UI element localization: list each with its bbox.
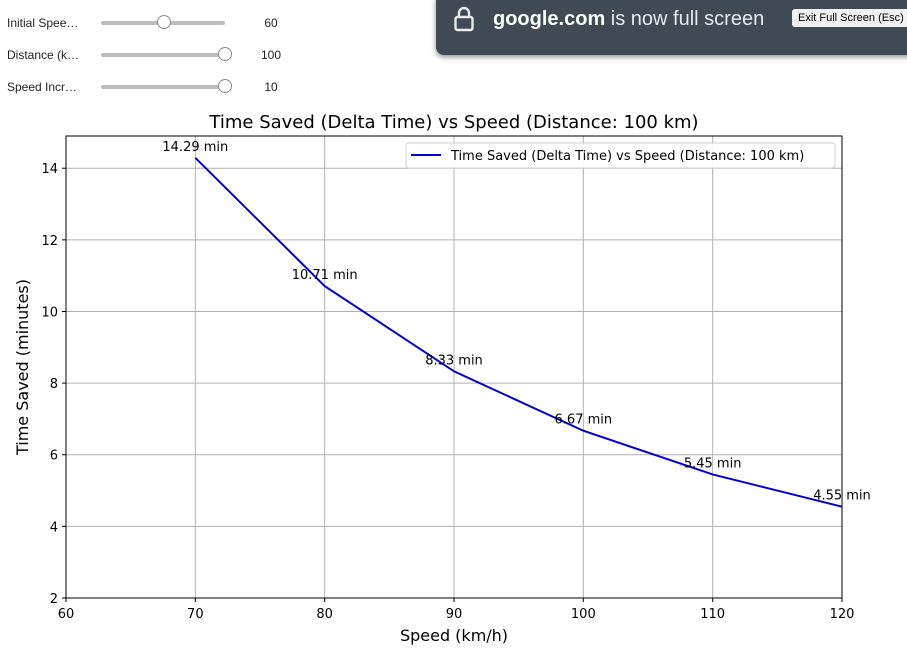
y-tick-label: 6	[50, 449, 58, 464]
initial-speed-value: 60	[264, 16, 278, 30]
fullscreen-domain: google.com	[493, 8, 606, 30]
y-tick-label: 14	[41, 162, 58, 177]
distance-slider-row: Distance (k… 100	[0, 43, 300, 67]
fullscreen-message-text: is now full screen	[605, 8, 765, 30]
data-point-label: 5.45 min	[684, 456, 742, 471]
exit-fullscreen-button[interactable]: Exit Full Screen (Esc)	[792, 9, 907, 27]
legend-label: Time Saved (Delta Time) vs Speed (Distan…	[450, 149, 804, 164]
y-tick-label: 10	[41, 305, 58, 320]
x-tick-label: 110	[700, 607, 725, 622]
x-tick-label: 60	[58, 607, 75, 622]
x-tick-label: 90	[446, 607, 463, 622]
plot-area-frame	[65, 135, 843, 599]
speed-increment-slider-row: Speed Incr… 10	[0, 75, 300, 99]
x-tick-label: 120	[830, 607, 855, 622]
data-point-label: 8.33 min	[425, 353, 483, 368]
distance-slider-thumb[interactable]	[218, 47, 232, 61]
y-tick-label: 2	[50, 592, 58, 607]
chart-title: Time Saved (Delta Time) vs Speed (Distan…	[208, 112, 698, 133]
series-layer: 14.29 min 10.71 min 8.33 min 6.67 min 5.45 m…	[162, 140, 871, 508]
y-tick-label: 4	[50, 520, 58, 535]
data-point-label: 14.29 min	[162, 140, 228, 155]
speed-increment-value: 10	[264, 80, 278, 94]
x-tick-label: 100	[571, 607, 596, 622]
speed-increment-label: Speed Incr…	[7, 80, 78, 94]
y-tick-label: 12	[41, 234, 58, 249]
speed-increment-slider-track[interactable]	[101, 85, 225, 89]
distance-value: 100	[260, 48, 282, 62]
data-point-label: 10.71 min	[292, 268, 358, 283]
initial-speed-label: Initial Spee…	[7, 16, 79, 30]
y-tick-label: 8	[50, 377, 58, 392]
series-line	[194, 157, 843, 508]
initial-speed-slider-row: Initial Spee… 60	[0, 11, 300, 35]
speed-increment-slider-thumb[interactable]	[218, 79, 232, 93]
y-axis-label: Time Saved (minutes)	[13, 279, 32, 456]
data-point-label: 6.67 min	[555, 413, 613, 428]
fullscreen-message: google.com is now full screen	[493, 8, 764, 31]
legend: Time Saved (Delta Time) vs Speed (Distan…	[405, 142, 836, 169]
x-axis-label: Speed (km/h)	[400, 626, 508, 645]
legend-box	[405, 142, 836, 169]
initial-speed-slider-thumb[interactable]	[157, 15, 171, 29]
x-tick-label: 80	[316, 607, 333, 622]
distance-slider-track[interactable]	[101, 53, 225, 57]
axis-ticks: 60 70 80 90 100 110 120 2 4 6 8 10 12 14	[41, 162, 854, 622]
lock-icon	[454, 6, 474, 32]
fullscreen-notice: google.com is now full screen Exit Full …	[436, 0, 907, 55]
time-saved-chart: 60 70 80 90 100 110 120 2 4 6 8 10 12 14 14.29 min 10.…	[13, 112, 871, 645]
distance-label: Distance (k…	[7, 48, 80, 62]
x-tick-label: 70	[187, 607, 204, 622]
